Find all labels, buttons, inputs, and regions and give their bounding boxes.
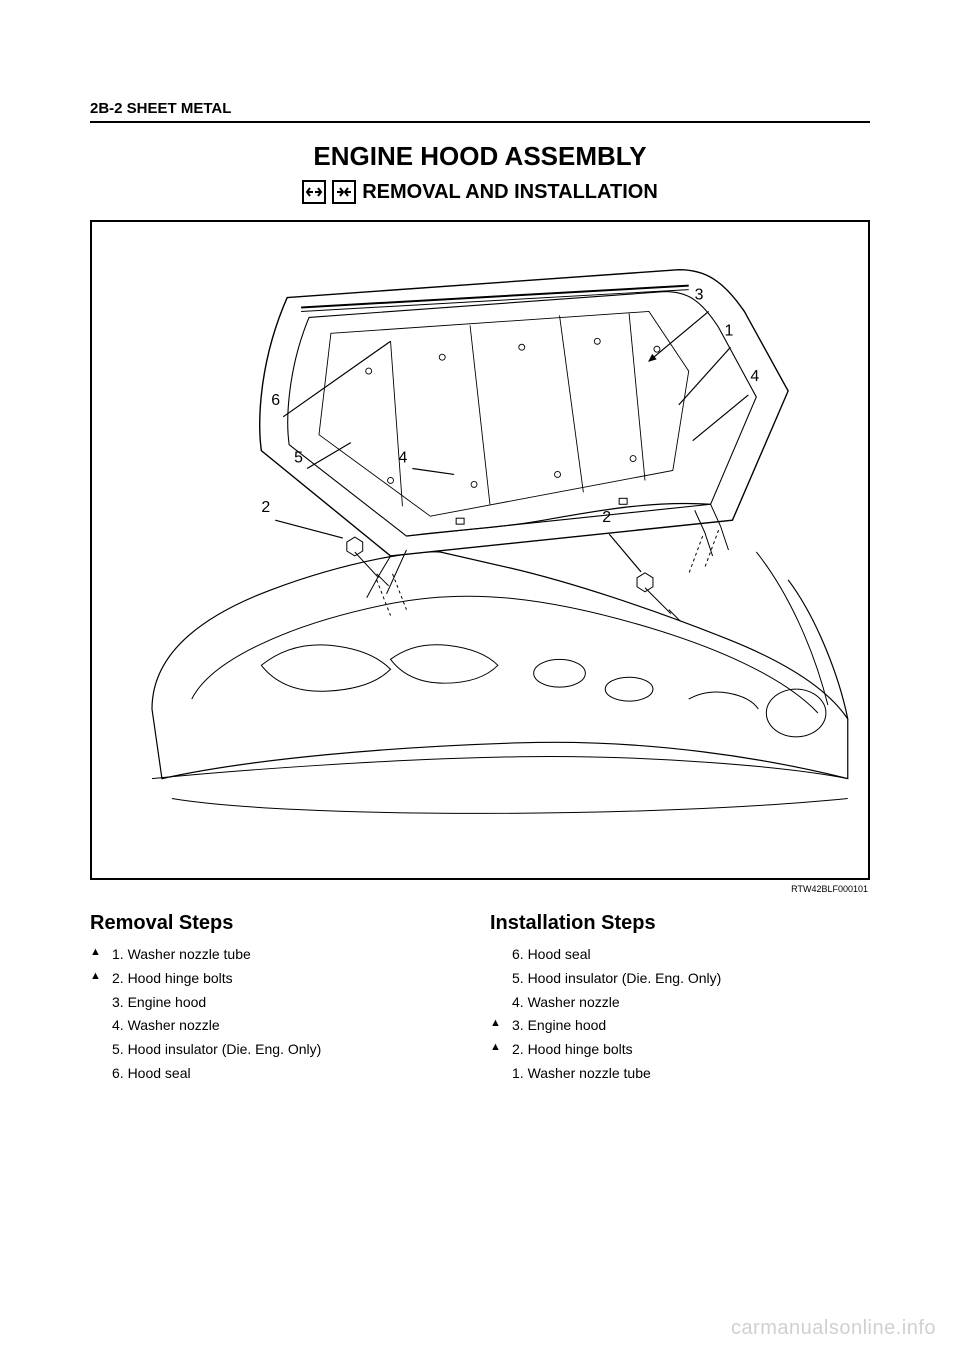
- step-marker: ▲: [490, 1038, 512, 1057]
- figure-box: 3 1 4 6 5 4 2 2: [90, 220, 870, 880]
- step-line: 5. Hood insulator (Die. Eng. Only): [490, 967, 870, 991]
- step-line: 1. Washer nozzle tube: [490, 1062, 870, 1086]
- svg-text:4: 4: [398, 450, 407, 467]
- removal-list: ▲1. Washer nozzle tube▲2. Hood hinge bol…: [90, 943, 470, 1086]
- watermark: carmanualsonline.info: [731, 1317, 936, 1340]
- svg-text:1: 1: [725, 322, 734, 339]
- svg-text:2: 2: [261, 499, 270, 516]
- section-header: 2B-2 SHEET METAL: [90, 100, 870, 123]
- removal-column: Removal Steps ▲1. Washer nozzle tube▲2. …: [90, 912, 470, 1086]
- step-text: 6. Hood seal: [112, 1062, 470, 1086]
- installation-icon: [332, 180, 356, 204]
- svg-text:5: 5: [294, 450, 303, 467]
- svg-text:3: 3: [695, 287, 704, 304]
- step-text: 3. Engine hood: [512, 1014, 870, 1038]
- step-text: 2. Hood hinge bolts: [512, 1038, 870, 1062]
- step-text: 6. Hood seal: [512, 943, 870, 967]
- step-line: ▲2. Hood hinge bolts: [490, 1038, 870, 1062]
- svg-text:2: 2: [602, 509, 611, 526]
- step-marker: ▲: [90, 943, 112, 962]
- step-line: 5. Hood insulator (Die. Eng. Only): [90, 1038, 470, 1062]
- step-text: 1. Washer nozzle tube: [112, 943, 470, 967]
- installation-title: Installation Steps: [490, 912, 870, 935]
- hood-diagram: 3 1 4 6 5 4 2 2: [92, 222, 868, 878]
- removal-title: Removal Steps: [90, 912, 470, 935]
- step-line: ▲2. Hood hinge bolts: [90, 967, 470, 991]
- installation-list: 6. Hood seal5. Hood insulator (Die. Eng.…: [490, 943, 870, 1086]
- installation-column: Installation Steps 6. Hood seal5. Hood i…: [490, 912, 870, 1086]
- step-line: 3. Engine hood: [90, 991, 470, 1015]
- page-title: ENGINE HOOD ASSEMBLY: [90, 141, 870, 172]
- subtitle-text: REMOVAL AND INSTALLATION: [362, 181, 658, 204]
- step-line: 4. Washer nozzle: [90, 1014, 470, 1038]
- step-text: 5. Hood insulator (Die. Eng. Only): [512, 967, 870, 991]
- step-text: 4. Washer nozzle: [112, 1014, 470, 1038]
- page-root: 2B-2 SHEET METAL ENGINE HOOD ASSEMBLY RE…: [0, 0, 960, 1358]
- step-text: 4. Washer nozzle: [512, 991, 870, 1015]
- step-line: 6. Hood seal: [90, 1062, 470, 1086]
- step-line: 6. Hood seal: [490, 943, 870, 967]
- step-text: 5. Hood insulator (Die. Eng. Only): [112, 1038, 470, 1062]
- svg-text:4: 4: [750, 368, 759, 385]
- steps-columns: Removal Steps ▲1. Washer nozzle tube▲2. …: [90, 912, 870, 1086]
- figure-caption: RTW42BLF000101: [90, 884, 870, 894]
- subtitle-row: REMOVAL AND INSTALLATION: [90, 180, 870, 204]
- svg-text:6: 6: [271, 392, 280, 409]
- step-line: ▲1. Washer nozzle tube: [90, 943, 470, 967]
- step-text: 3. Engine hood: [112, 991, 470, 1015]
- removal-icon: [302, 180, 326, 204]
- step-line: 4. Washer nozzle: [490, 991, 870, 1015]
- step-marker: ▲: [490, 1014, 512, 1033]
- step-text: 1. Washer nozzle tube: [512, 1062, 870, 1086]
- step-marker: ▲: [90, 967, 112, 986]
- step-line: ▲3. Engine hood: [490, 1014, 870, 1038]
- step-text: 2. Hood hinge bolts: [112, 967, 470, 991]
